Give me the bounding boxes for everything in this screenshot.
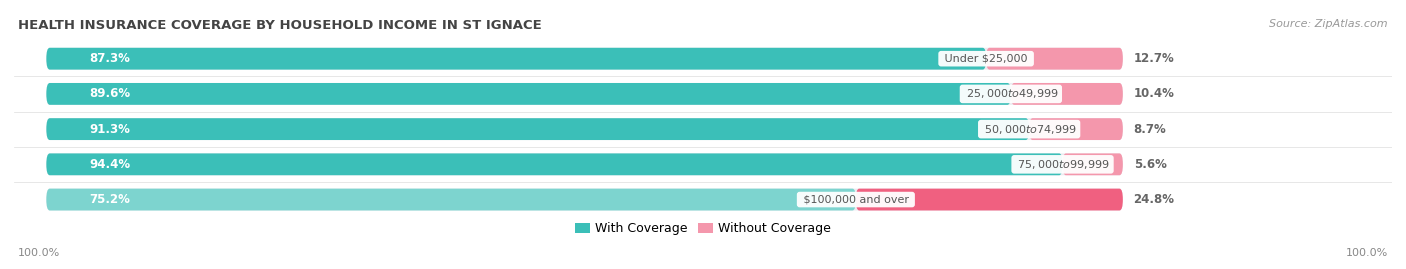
Text: $25,000 to $49,999: $25,000 to $49,999 bbox=[963, 87, 1059, 100]
Text: 94.4%: 94.4% bbox=[90, 158, 131, 171]
Text: 8.7%: 8.7% bbox=[1133, 123, 1167, 136]
Text: $50,000 to $74,999: $50,000 to $74,999 bbox=[981, 123, 1077, 136]
FancyBboxPatch shape bbox=[46, 83, 1123, 105]
Text: 12.7%: 12.7% bbox=[1133, 52, 1174, 65]
FancyBboxPatch shape bbox=[1063, 153, 1123, 175]
FancyBboxPatch shape bbox=[46, 118, 1123, 140]
FancyBboxPatch shape bbox=[46, 189, 856, 210]
FancyBboxPatch shape bbox=[46, 83, 1011, 105]
FancyBboxPatch shape bbox=[986, 48, 1123, 70]
FancyBboxPatch shape bbox=[46, 153, 1123, 175]
FancyBboxPatch shape bbox=[46, 153, 1063, 175]
Text: HEALTH INSURANCE COVERAGE BY HOUSEHOLD INCOME IN ST IGNACE: HEALTH INSURANCE COVERAGE BY HOUSEHOLD I… bbox=[18, 19, 543, 32]
Text: 75.2%: 75.2% bbox=[90, 193, 131, 206]
Text: $100,000 and over: $100,000 and over bbox=[800, 194, 912, 204]
Text: 100.0%: 100.0% bbox=[1346, 248, 1388, 258]
Text: Under $25,000: Under $25,000 bbox=[941, 54, 1031, 64]
Text: Source: ZipAtlas.com: Source: ZipAtlas.com bbox=[1270, 19, 1388, 29]
Text: 87.3%: 87.3% bbox=[90, 52, 131, 65]
Text: $75,000 to $99,999: $75,000 to $99,999 bbox=[1014, 158, 1111, 171]
Text: 89.6%: 89.6% bbox=[90, 87, 131, 100]
Text: 10.4%: 10.4% bbox=[1133, 87, 1174, 100]
Text: 5.6%: 5.6% bbox=[1133, 158, 1167, 171]
FancyBboxPatch shape bbox=[1029, 118, 1123, 140]
FancyBboxPatch shape bbox=[856, 189, 1123, 210]
FancyBboxPatch shape bbox=[46, 48, 1123, 70]
FancyBboxPatch shape bbox=[1011, 83, 1123, 105]
Text: 100.0%: 100.0% bbox=[18, 248, 60, 258]
Legend: With Coverage, Without Coverage: With Coverage, Without Coverage bbox=[575, 222, 831, 235]
FancyBboxPatch shape bbox=[46, 118, 1029, 140]
FancyBboxPatch shape bbox=[46, 48, 986, 70]
Text: 91.3%: 91.3% bbox=[90, 123, 131, 136]
FancyBboxPatch shape bbox=[46, 189, 1123, 210]
Text: 24.8%: 24.8% bbox=[1133, 193, 1174, 206]
